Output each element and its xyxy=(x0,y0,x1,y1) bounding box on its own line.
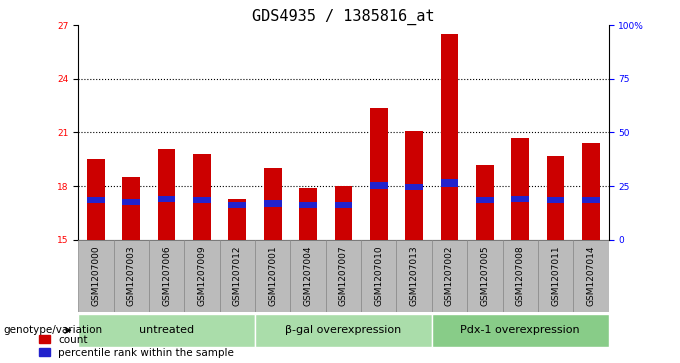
Bar xyxy=(264,200,282,207)
Text: GSM1207004: GSM1207004 xyxy=(303,246,313,306)
Bar xyxy=(220,240,255,312)
Legend: count, percentile rank within the sample: count, percentile rank within the sample xyxy=(39,335,234,358)
Text: GSM1207000: GSM1207000 xyxy=(91,245,101,306)
Text: GSM1207005: GSM1207005 xyxy=(480,245,490,306)
Bar xyxy=(87,197,105,203)
Bar xyxy=(87,159,105,240)
Bar xyxy=(184,240,220,312)
Text: GSM1207002: GSM1207002 xyxy=(445,246,454,306)
Text: GSM1207008: GSM1207008 xyxy=(515,245,525,306)
Bar xyxy=(228,202,246,208)
Bar xyxy=(78,240,114,312)
Bar xyxy=(335,202,352,208)
Text: GSM1207009: GSM1207009 xyxy=(197,245,207,306)
Bar xyxy=(122,199,140,205)
Text: GSM1207006: GSM1207006 xyxy=(162,245,171,306)
Bar xyxy=(299,202,317,208)
Bar xyxy=(511,196,529,202)
Bar xyxy=(547,156,564,240)
Bar xyxy=(290,240,326,312)
Bar xyxy=(370,183,388,189)
Bar xyxy=(511,138,529,240)
Bar xyxy=(326,240,361,312)
Text: GSM1207001: GSM1207001 xyxy=(268,245,277,306)
Bar xyxy=(573,240,609,312)
Bar xyxy=(361,240,396,312)
Bar xyxy=(149,240,184,312)
Bar xyxy=(441,179,458,187)
Bar xyxy=(441,34,458,240)
Text: untreated: untreated xyxy=(139,325,194,335)
Text: GSM1207014: GSM1207014 xyxy=(586,246,596,306)
Text: GSM1207003: GSM1207003 xyxy=(126,245,136,306)
Bar xyxy=(158,148,175,240)
Bar xyxy=(193,154,211,240)
Text: GSM1207012: GSM1207012 xyxy=(233,246,242,306)
Bar xyxy=(78,314,255,347)
Bar xyxy=(114,240,149,312)
Text: GSM1207010: GSM1207010 xyxy=(374,245,384,306)
Bar xyxy=(122,177,140,240)
Bar xyxy=(432,240,467,312)
Bar xyxy=(547,197,564,203)
Bar xyxy=(405,184,423,191)
Bar xyxy=(432,314,609,347)
Bar xyxy=(476,197,494,203)
Bar xyxy=(467,240,503,312)
Bar xyxy=(193,197,211,203)
Bar xyxy=(582,197,600,203)
Bar xyxy=(255,240,290,312)
Title: GDS4935 / 1385816_at: GDS4935 / 1385816_at xyxy=(252,9,435,25)
Bar xyxy=(396,240,432,312)
Bar xyxy=(538,240,573,312)
Bar xyxy=(158,196,175,202)
Bar xyxy=(264,168,282,240)
Text: genotype/variation: genotype/variation xyxy=(3,325,103,335)
Bar xyxy=(582,143,600,240)
Bar xyxy=(370,107,388,240)
Bar xyxy=(476,165,494,240)
Text: β-gal overexpression: β-gal overexpression xyxy=(286,325,401,335)
Bar xyxy=(405,131,423,240)
Bar xyxy=(503,240,538,312)
Bar xyxy=(255,314,432,347)
Bar xyxy=(228,199,246,240)
Text: GSM1207007: GSM1207007 xyxy=(339,245,348,306)
Bar xyxy=(335,186,352,240)
Text: GSM1207011: GSM1207011 xyxy=(551,245,560,306)
Bar xyxy=(299,188,317,240)
Text: GSM1207013: GSM1207013 xyxy=(409,245,419,306)
Text: Pdx-1 overexpression: Pdx-1 overexpression xyxy=(460,325,580,335)
